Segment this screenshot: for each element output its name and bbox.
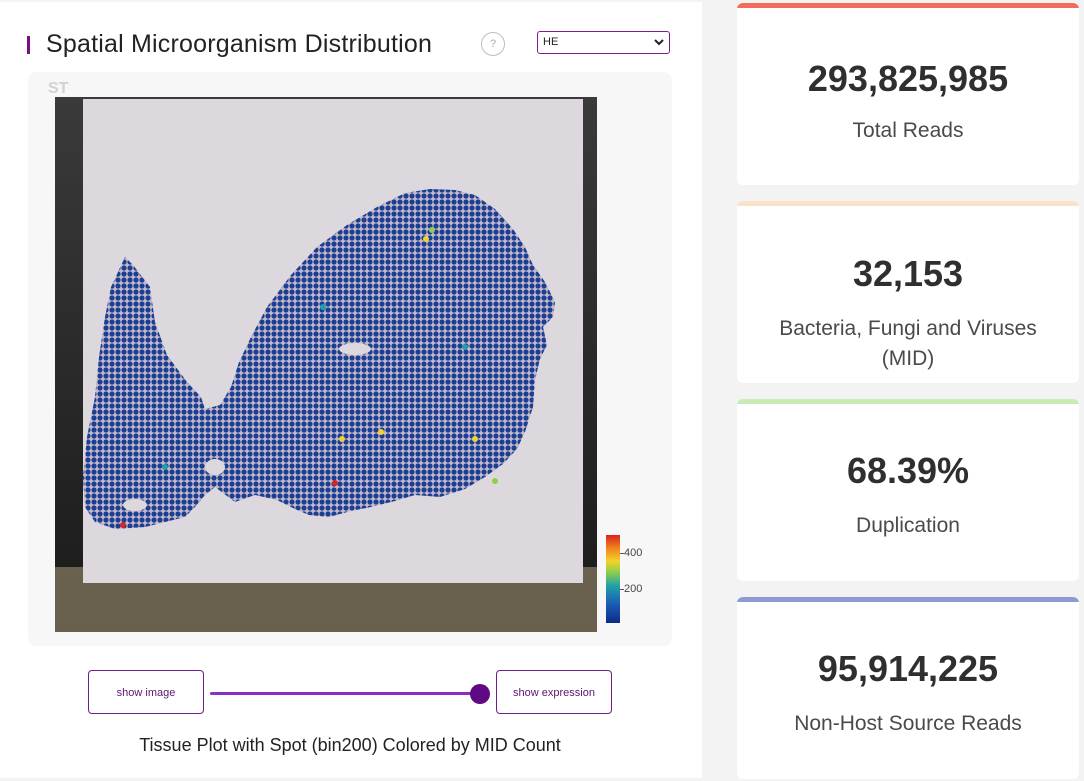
stat-accent-bar — [737, 399, 1079, 404]
stat-label: Duplication — [856, 514, 960, 537]
help-icon[interactable]: ? — [481, 32, 505, 56]
colorbar-tick-200: 200 — [624, 583, 643, 595]
show-image-button[interactable]: show image — [88, 670, 204, 714]
stat-value: 95,914,225 — [817, 648, 999, 689]
colorbar-tick-400: 400 — [624, 547, 643, 559]
tissue-section — [83, 189, 555, 529]
tissue-holes — [123, 343, 371, 511]
tissue-spot-plot[interactable] — [55, 97, 597, 632]
image-type-select-value: HE — [543, 36, 559, 48]
plot-caption: Tissue Plot with Spot (bin200) Colored b… — [139, 735, 561, 755]
stat-card-mid: 32,153 Bacteria, Fungi and Viruses (MID) — [737, 201, 1079, 383]
spatial-distribution-panel: Spatial Microorganism Distribution ? HE … — [0, 2, 702, 778]
show-expression-button[interactable]: show expression — [496, 670, 612, 714]
view-slider-track[interactable] — [210, 692, 480, 695]
chevron-down-icon — [654, 39, 664, 46]
stat-card-total-reads: 293,825,985 Total Reads — [737, 3, 1079, 185]
st-label: ST — [48, 80, 69, 97]
colorbar — [606, 535, 620, 623]
tissue-hotspots — [120, 227, 498, 528]
stat-card-duplication: 68.39% Duplication — [737, 399, 1079, 581]
stat-accent-bar — [737, 597, 1079, 602]
colorbar-tick-mark-high — [620, 553, 624, 554]
stat-value: 68.39% — [846, 450, 970, 491]
stat-card-non-host-reads: 95,914,225 Non-Host Source Reads — [737, 597, 1079, 779]
stat-label: Total Reads — [852, 119, 964, 142]
view-toggle-controls: show image show expression — [88, 670, 612, 716]
stat-value: 32,153 — [852, 253, 964, 294]
image-type-select[interactable]: HE — [537, 31, 670, 54]
stat-label: Bacteria, Fungi and Viruses (MID) — [779, 317, 1037, 370]
stat-accent-bar — [737, 201, 1079, 206]
title-accent-bar — [27, 36, 30, 54]
stat-label: Non-Host Source Reads — [794, 712, 1022, 735]
stat-accent-bar — [737, 3, 1079, 8]
tissue-plot-card: ST — [28, 72, 672, 646]
colorbar-tick-mark-low — [620, 589, 624, 590]
view-slider-thumb[interactable] — [470, 684, 490, 704]
stat-value: 293,825,985 — [807, 58, 1009, 99]
page-title: Spatial Microorganism Distribution — [46, 30, 433, 58]
panel-header: Spatial Microorganism Distribution ? HE — [27, 30, 677, 64]
